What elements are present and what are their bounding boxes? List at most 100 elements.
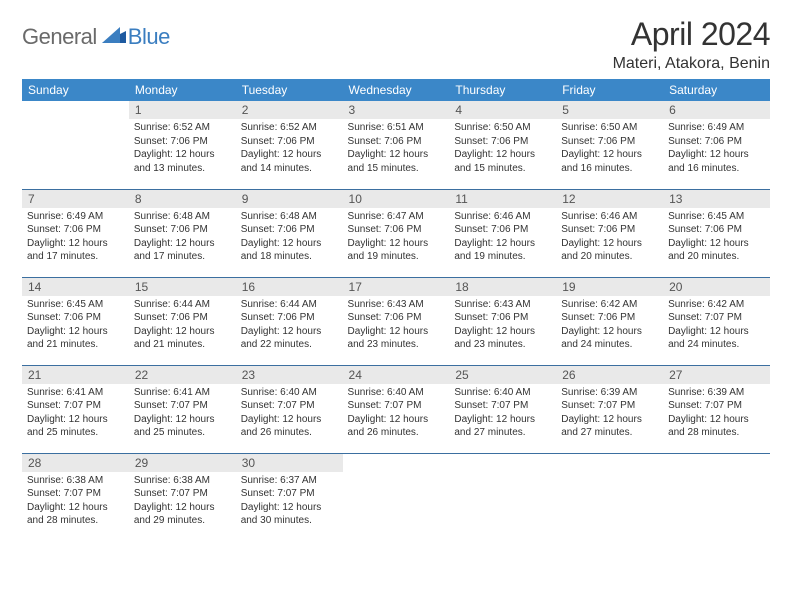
cell-body: Sunrise: 6:39 AMSunset: 7:07 PMDaylight:… (556, 384, 663, 444)
weekday-header: Sunday (22, 79, 129, 101)
cell-line: Daylight: 12 hours (561, 148, 658, 162)
cell-line: Daylight: 12 hours (241, 413, 338, 427)
calendar-cell: 21Sunrise: 6:41 AMSunset: 7:07 PMDayligh… (22, 365, 129, 453)
day-number (449, 454, 556, 472)
calendar-cell: 24Sunrise: 6:40 AMSunset: 7:07 PMDayligh… (343, 365, 450, 453)
cell-line: Daylight: 12 hours (27, 237, 124, 251)
cell-line: and 17 minutes. (27, 250, 124, 264)
weekday-header: Saturday (663, 79, 770, 101)
cell-body: Sunrise: 6:48 AMSunset: 7:06 PMDaylight:… (236, 208, 343, 268)
weekday-header-row: Sunday Monday Tuesday Wednesday Thursday… (22, 79, 770, 101)
cell-line: Sunrise: 6:52 AM (241, 121, 338, 135)
cell-line: and 15 minutes. (454, 162, 551, 176)
cell-line: Sunset: 7:06 PM (241, 311, 338, 325)
cell-body (449, 472, 556, 478)
cell-line: and 22 minutes. (241, 338, 338, 352)
cell-line: Sunset: 7:06 PM (348, 223, 445, 237)
cell-line: Daylight: 12 hours (561, 237, 658, 251)
day-number: 10 (343, 190, 450, 208)
day-number: 22 (129, 366, 236, 384)
calendar-week-row: 1 Sunrise: 6:52 AM Sunset: 7:06 PM Daylight… (22, 101, 770, 189)
day-number: 23 (236, 366, 343, 384)
cell-body: Sunrise: 6:49 AMSunset: 7:06 PMDaylight:… (22, 208, 129, 268)
cell-body: Sunrise: 6:42 AMSunset: 7:06 PMDaylight:… (556, 296, 663, 356)
calendar-cell: 16Sunrise: 6:44 AMSunset: 7:06 PMDayligh… (236, 277, 343, 365)
month-title: April 2024 (613, 16, 770, 53)
cell-body: Sunrise: 6:48 AMSunset: 7:06 PMDaylight:… (129, 208, 236, 268)
cell-line: and 18 minutes. (241, 250, 338, 264)
cell-line: Sunrise: 6:47 AM (348, 210, 445, 224)
weekday-header: Monday (129, 79, 236, 101)
cell-body: Sunrise: 6:37 AMSunset: 7:07 PMDaylight:… (236, 472, 343, 532)
calendar-cell: 2Sunrise: 6:52 AMSunset: 7:06 PMDaylight… (236, 101, 343, 189)
calendar-cell: 3Sunrise: 6:51 AMSunset: 7:06 PMDaylight… (343, 101, 450, 189)
cell-body: Sunrise: 6:41 AMSunset: 7:07 PMDaylight:… (129, 384, 236, 444)
cell-body: Sunrise: 6:45 AMSunset: 7:06 PMDaylight:… (22, 296, 129, 356)
cell-line: Sunrise: 6:45 AM (27, 298, 124, 312)
cell-body: Sunrise: 6:40 AMSunset: 7:07 PMDaylight:… (236, 384, 343, 444)
cell-line: Daylight: 12 hours (134, 148, 231, 162)
day-number: 1 (129, 101, 236, 119)
cell-line: Sunrise: 6:38 AM (134, 474, 231, 488)
cell-line: Daylight: 12 hours (348, 237, 445, 251)
cell-line: and 28 minutes. (668, 426, 765, 440)
cell-line: Daylight: 12 hours (668, 148, 765, 162)
cell-line: Sunset: 7:06 PM (454, 135, 551, 149)
cell-line: Daylight: 12 hours (241, 325, 338, 339)
cell-line: Sunrise: 6:41 AM (134, 386, 231, 400)
cell-line: Sunset: 7:07 PM (134, 487, 231, 501)
cell-body (663, 472, 770, 478)
cell-line: Daylight: 12 hours (27, 413, 124, 427)
day-number: 13 (663, 190, 770, 208)
calendar-cell: 26Sunrise: 6:39 AMSunset: 7:07 PMDayligh… (556, 365, 663, 453)
cell-line: Sunrise: 6:41 AM (27, 386, 124, 400)
cell-body: Sunrise: 6:38 AMSunset: 7:07 PMDaylight:… (22, 472, 129, 532)
calendar-cell: 18Sunrise: 6:43 AMSunset: 7:06 PMDayligh… (449, 277, 556, 365)
calendar-cell (663, 453, 770, 541)
cell-line: Sunrise: 6:42 AM (668, 298, 765, 312)
day-number: 2 (236, 101, 343, 119)
calendar-cell: 23Sunrise: 6:40 AMSunset: 7:07 PMDayligh… (236, 365, 343, 453)
cell-line: Sunset: 7:06 PM (454, 223, 551, 237)
cell-line: Sunrise: 6:37 AM (241, 474, 338, 488)
cell-line: and 28 minutes. (27, 514, 124, 528)
cell-line: and 21 minutes. (134, 338, 231, 352)
calendar-cell: 15Sunrise: 6:44 AMSunset: 7:06 PMDayligh… (129, 277, 236, 365)
cell-body: Sunrise: 6:46 AMSunset: 7:06 PMDaylight:… (449, 208, 556, 268)
day-number: 4 (449, 101, 556, 119)
cell-line: Sunset: 7:06 PM (348, 135, 445, 149)
location: Materi, Atakora, Benin (613, 55, 770, 73)
calendar-cell: 27Sunrise: 6:39 AMSunset: 7:07 PMDayligh… (663, 365, 770, 453)
day-number: 12 (556, 190, 663, 208)
day-number: 28 (22, 454, 129, 472)
day-number: 21 (22, 366, 129, 384)
calendar-cell (343, 453, 450, 541)
weekday-header: Wednesday (343, 79, 450, 101)
calendar-cell: 13Sunrise: 6:45 AMSunset: 7:06 PMDayligh… (663, 189, 770, 277)
cell-line: Sunset: 7:06 PM (454, 311, 551, 325)
day-number: 8 (129, 190, 236, 208)
calendar-cell: 20Sunrise: 6:42 AMSunset: 7:07 PMDayligh… (663, 277, 770, 365)
cell-line: and 20 minutes. (561, 250, 658, 264)
cell-line: Sunset: 7:06 PM (134, 223, 231, 237)
cell-line: and 24 minutes. (668, 338, 765, 352)
cell-line: Sunrise: 6:40 AM (348, 386, 445, 400)
cell-line: Daylight: 12 hours (348, 325, 445, 339)
calendar-cell: 8Sunrise: 6:48 AMSunset: 7:06 PMDaylight… (129, 189, 236, 277)
cell-line: Daylight: 12 hours (241, 501, 338, 515)
cell-line: and 30 minutes. (241, 514, 338, 528)
cell-line: Sunrise: 6:48 AM (241, 210, 338, 224)
weekday-header: Thursday (449, 79, 556, 101)
calendar-cell: 7Sunrise: 6:49 AMSunset: 7:06 PMDaylight… (22, 189, 129, 277)
cell-line: Daylight: 12 hours (561, 413, 658, 427)
weekday-header: Tuesday (236, 79, 343, 101)
cell-line: Sunrise: 6:52 AM (134, 121, 231, 135)
cell-line: Daylight: 12 hours (134, 325, 231, 339)
cell-line: and 19 minutes. (348, 250, 445, 264)
cell-body: Sunrise: 6:43 AMSunset: 7:06 PMDaylight:… (449, 296, 556, 356)
cell-line: and 25 minutes. (27, 426, 124, 440)
day-number: 29 (129, 454, 236, 472)
cell-line: and 13 minutes. (134, 162, 231, 176)
logo-mark-icon (102, 25, 126, 48)
cell-line: Daylight: 12 hours (668, 237, 765, 251)
